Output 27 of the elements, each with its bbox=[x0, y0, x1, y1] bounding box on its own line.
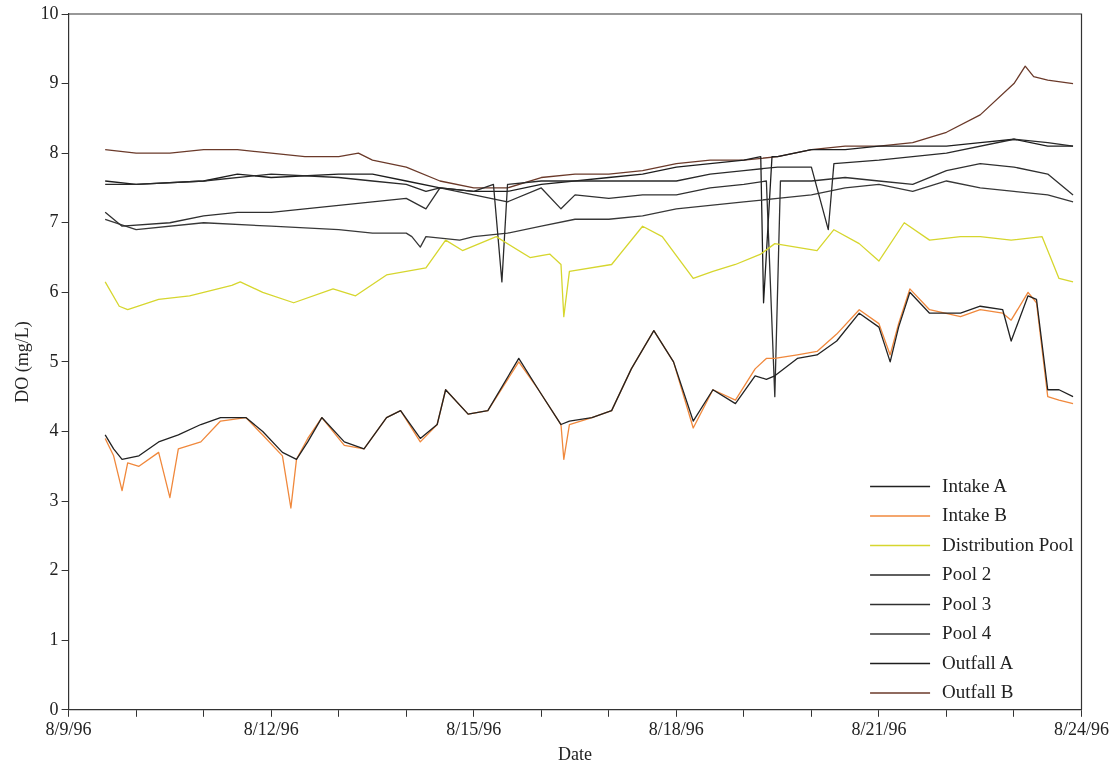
y-tick-label: 10 bbox=[40, 2, 59, 23]
legend-label: Distribution Pool bbox=[942, 533, 1074, 555]
y-tick-label: 5 bbox=[49, 350, 59, 371]
y-tick-label: 4 bbox=[49, 420, 59, 441]
x-tick-label: 8/12/96 bbox=[243, 719, 299, 740]
x-tick-label: 8/24/96 bbox=[1053, 719, 1110, 740]
x-tick-label: 8/15/96 bbox=[446, 719, 502, 740]
y-tick-label: 2 bbox=[49, 559, 59, 580]
legend-label: Outfall B bbox=[942, 681, 1014, 703]
legend-label: Pool 2 bbox=[942, 563, 992, 585]
legend-label: Intake A bbox=[942, 474, 1008, 496]
y-tick-label: 3 bbox=[49, 489, 59, 510]
legend-label: Pool 3 bbox=[942, 592, 992, 614]
y-tick-label: 7 bbox=[49, 211, 59, 232]
x-tick-label: 8/18/96 bbox=[648, 719, 704, 740]
x-axis-title: Date bbox=[558, 743, 593, 764]
y-tick-label: 1 bbox=[49, 628, 59, 649]
x-tick-label: 8/9/96 bbox=[45, 719, 92, 740]
y-tick-label: 0 bbox=[49, 698, 59, 719]
y-tick-label: 6 bbox=[49, 281, 59, 302]
y-tick-label: 8 bbox=[49, 141, 59, 162]
legend-label: Pool 4 bbox=[942, 622, 992, 644]
y-tick-label: 9 bbox=[49, 72, 59, 93]
x-tick-label: 8/21/96 bbox=[851, 719, 907, 740]
legend-label: Intake B bbox=[942, 504, 1007, 526]
y-axis-title: DO (mg/L) bbox=[11, 321, 33, 403]
legend-label: Outfall A bbox=[942, 651, 1014, 673]
